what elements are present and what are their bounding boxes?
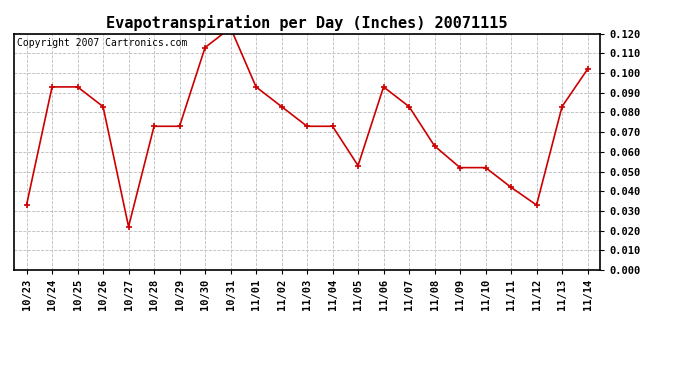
Title: Evapotranspiration per Day (Inches) 20071115: Evapotranspiration per Day (Inches) 2007…: [106, 15, 508, 31]
Text: Copyright 2007 Cartronics.com: Copyright 2007 Cartronics.com: [17, 39, 187, 48]
